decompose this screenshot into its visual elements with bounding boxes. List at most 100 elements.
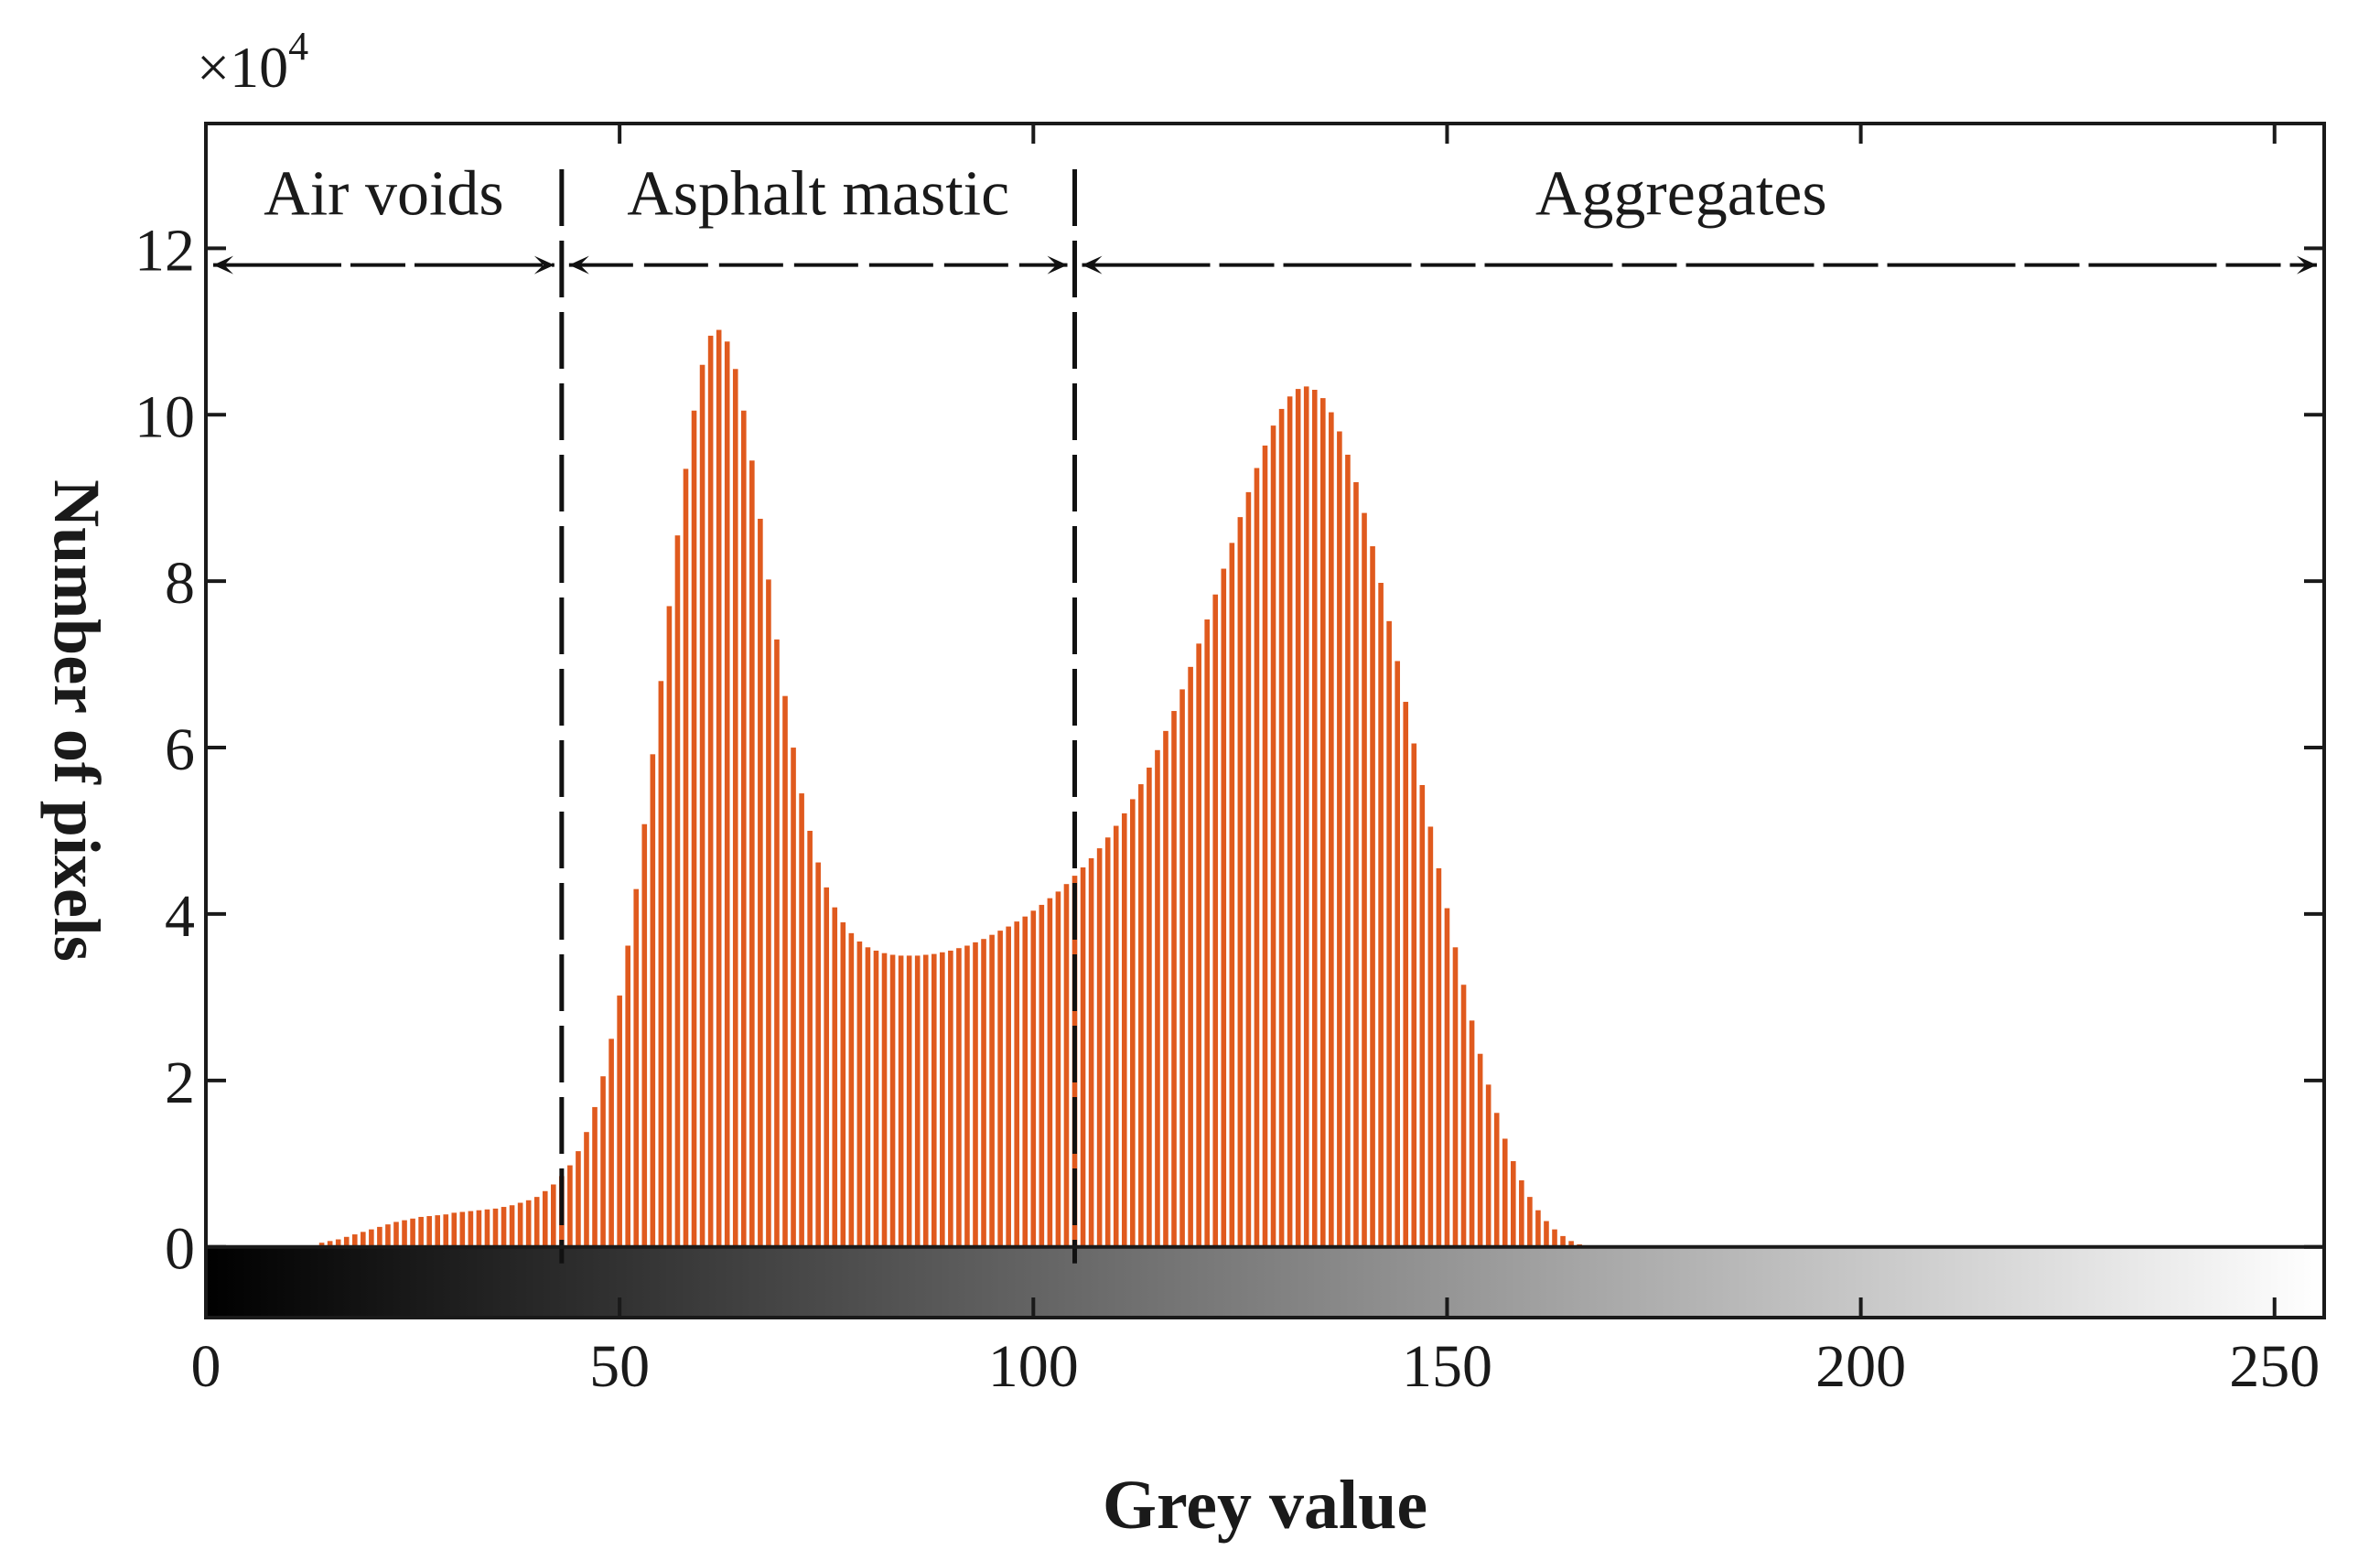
x-tick-label: 150 xyxy=(1402,1333,1492,1400)
histogram-bar xyxy=(1278,408,1285,1247)
histogram-bar xyxy=(856,941,863,1247)
histogram-bar xyxy=(468,1211,474,1247)
histogram-bar xyxy=(824,887,830,1247)
histogram-bar xyxy=(832,907,838,1247)
histogram-bar xyxy=(1403,702,1409,1247)
x-tick-labels: 0 50 100 150 200 250 xyxy=(191,1333,2321,1400)
x-tick-label: 50 xyxy=(589,1333,650,1400)
y-tick-label: 10 xyxy=(135,383,195,450)
histogram-bar xyxy=(1155,749,1160,1247)
histogram-bar xyxy=(542,1190,548,1247)
histogram-bar xyxy=(766,579,771,1247)
histogram-bar xyxy=(898,955,904,1247)
histogram-bar xyxy=(1212,594,1219,1247)
histogram-bar xyxy=(1378,582,1384,1247)
histogram-bar xyxy=(501,1207,507,1247)
histogram-bar xyxy=(1055,891,1061,1247)
histogram-bar xyxy=(1295,389,1301,1247)
axis-ticks xyxy=(204,124,2324,1318)
y-tick-label: 6 xyxy=(165,716,195,783)
histogram-bar xyxy=(732,369,738,1247)
histogram-bar xyxy=(981,939,986,1247)
histogram-bar xyxy=(1104,837,1111,1247)
histogram-bar xyxy=(674,535,681,1247)
histogram-bar xyxy=(1510,1161,1516,1247)
y-tick-label: 12 xyxy=(135,217,195,284)
histogram-bar xyxy=(525,1200,532,1247)
arrow-head xyxy=(1047,255,1068,274)
y-tick-label: 0 xyxy=(165,1216,195,1283)
y-tick-label: 8 xyxy=(165,550,195,617)
histogram-bar xyxy=(840,922,846,1247)
histogram-bar xyxy=(1427,826,1434,1247)
histogram-bar xyxy=(625,945,630,1247)
histogram-bar xyxy=(1535,1210,1541,1247)
histogram-bar xyxy=(1171,711,1177,1247)
x-tick-label: 100 xyxy=(988,1333,1079,1400)
histogram-bar xyxy=(799,793,804,1247)
histogram-bar xyxy=(1080,867,1086,1247)
histogram-bar xyxy=(873,950,879,1247)
region-label: Asphalt mastic xyxy=(627,159,1009,230)
histogram-bar xyxy=(1188,666,1193,1247)
histogram-bar xyxy=(1469,1020,1475,1247)
histogram-bar xyxy=(1262,445,1268,1247)
region-labels: Air voids Asphalt mastic Aggregates xyxy=(264,159,1826,230)
x-tick-label: 200 xyxy=(1815,1333,1906,1400)
histogram-bar xyxy=(402,1220,407,1247)
histogram-bar xyxy=(666,606,673,1247)
histogram-bar xyxy=(1088,858,1094,1247)
histogram-bar xyxy=(1147,767,1152,1247)
histogram-bar xyxy=(592,1106,598,1247)
histogram-bar xyxy=(683,468,689,1247)
histogram-bar xyxy=(1436,867,1442,1247)
histogram-bar xyxy=(1039,904,1045,1247)
histogram-bar xyxy=(848,932,855,1247)
histogram-bar xyxy=(426,1216,432,1247)
histogram-bar xyxy=(1477,1053,1483,1247)
histogram-bar xyxy=(881,953,888,1247)
histogram-bar xyxy=(1502,1138,1508,1247)
histogram-bar xyxy=(600,1076,606,1247)
histogram-bar xyxy=(484,1209,490,1247)
histogram-bar xyxy=(1237,517,1244,1247)
histogram-bar xyxy=(691,410,697,1247)
histogram-bar xyxy=(1030,910,1037,1247)
x-tick-label: 0 xyxy=(191,1333,221,1400)
histogram-bar xyxy=(1444,908,1450,1247)
y-multiplier-label: ×104 xyxy=(197,24,308,100)
histogram-bar xyxy=(1047,898,1053,1247)
histogram-bar xyxy=(1287,396,1293,1247)
histogram-bar xyxy=(327,1241,333,1247)
histogram-bar xyxy=(940,952,945,1247)
histogram-bar xyxy=(774,639,780,1247)
histogram-bar xyxy=(931,953,937,1247)
histogram-bar xyxy=(956,948,962,1247)
histogram-bar xyxy=(1319,398,1326,1247)
histogram-bar xyxy=(410,1218,415,1247)
plot-frame xyxy=(204,122,2326,1319)
arrow-head xyxy=(1082,255,1103,274)
histogram-bar xyxy=(1460,985,1467,1247)
histogram-bar xyxy=(1113,825,1119,1247)
y-tick-label: 2 xyxy=(165,1049,195,1116)
histogram-bar xyxy=(1395,661,1400,1247)
histogram-bar xyxy=(1196,643,1201,1247)
histogram-bar xyxy=(1362,512,1367,1247)
histogram-bar xyxy=(1568,1241,1574,1247)
histogram-bar xyxy=(393,1222,399,1247)
histogram-bar xyxy=(1493,1113,1500,1247)
histogram-bar xyxy=(492,1208,499,1247)
histogram-bar xyxy=(335,1239,341,1247)
histogram-bar xyxy=(1411,743,1417,1247)
histogram-bar xyxy=(1544,1221,1549,1247)
threshold-lines xyxy=(559,169,1078,1264)
histogram-bar xyxy=(517,1202,523,1247)
histogram-bar xyxy=(782,695,788,1247)
region-label: Aggregates xyxy=(1535,159,1827,230)
x-axis-label: Grey value xyxy=(1103,1467,1427,1544)
histogram-bar xyxy=(650,754,656,1247)
arrow-head xyxy=(2297,255,2317,274)
histogram-bar xyxy=(633,888,640,1247)
